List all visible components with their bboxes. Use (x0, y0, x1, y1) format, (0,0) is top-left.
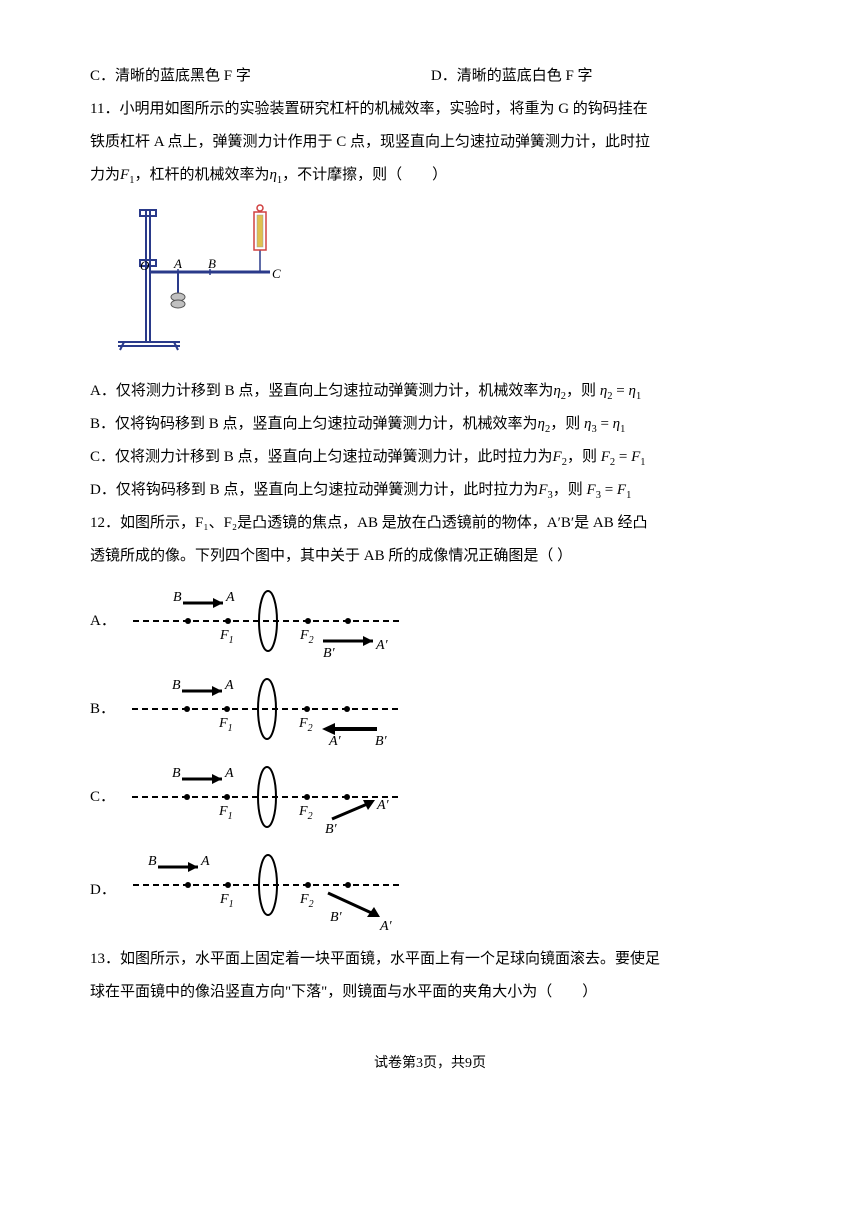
svg-text:F1: F1 (219, 628, 234, 646)
svg-text:F1: F1 (219, 892, 234, 910)
svg-text:F2: F2 (299, 892, 314, 910)
q13-line2: 球在平面镜中的像沿竖直方向"下落"，则镜面与水平面的夹角大小为（ ） (90, 976, 770, 1009)
svg-text:A′: A′ (375, 638, 389, 653)
lens-diagram-A: B A F1 F2 B′ A′ (128, 581, 408, 661)
label-C: C (272, 266, 281, 281)
q12-choice-B-label: B． (90, 693, 115, 726)
q12-choice-D-label: D． (90, 874, 116, 907)
q12-line1: 12．如图所示，F₁、F₂是凸透镜的焦点，AB 是放在凸透镜前的物体，A′B′是… (90, 507, 770, 540)
q11-option-B: B．仅将钩码移到 B 点，竖直向上匀速拉动弹簧测力计，机械效率为η2，则 η3 … (90, 408, 770, 441)
prev-options-row: C．清晰的蓝底黑色 F 字 D．清晰的蓝底白色 F 字 (90, 60, 770, 93)
q12-choice-C-label: C． (90, 781, 115, 814)
q11-line3: 力为F1，杠杆的机械效率为η1，不计摩擦，则（ ） (90, 159, 770, 192)
svg-text:F2: F2 (298, 804, 313, 822)
svg-text:B′: B′ (330, 910, 343, 925)
q11-line2: 铁质杠杆 A 点上，弹簧测力计作用于 C 点，现竖直向上匀速拉动弹簧测力计，此时… (90, 126, 770, 159)
svg-text:A: A (224, 766, 234, 781)
q12-choice-C-row: C． B A F1 F2 B′ A′ (90, 757, 770, 837)
svg-text:B′: B′ (325, 822, 338, 837)
lens-diagram-D: B A F1 F2 B′ A′ (128, 845, 408, 935)
label-O: O (140, 258, 150, 273)
svg-text:B′: B′ (375, 734, 388, 749)
svg-text:A: A (224, 678, 234, 693)
lens-diagram-C: B A F1 F2 B′ A′ (127, 757, 407, 837)
svg-text:F2: F2 (299, 628, 314, 646)
option-d: D．清晰的蓝底白色 F 字 (431, 60, 593, 93)
svg-text:B: B (148, 854, 157, 869)
q12-choice-A-label: A． (90, 605, 116, 638)
q11-line1: 11．小明用如图所示的实验装置研究杠杆的机械效率，实验时，将重为 G 的钩码挂在 (90, 93, 770, 126)
svg-text:A′: A′ (376, 798, 390, 813)
q12-line2: 透镜所成的像。下列四个图中，其中关于 AB 所的成像情况正确图是（ ） (90, 540, 770, 573)
q11-option-D: D．仅将钩码移到 B 点，竖直向上匀速拉动弹簧测力计，此时拉力为F3，则 F3 … (90, 474, 770, 507)
page-footer: 试卷第3页，共9页 (90, 1049, 770, 1080)
q12-choice-B-row: B． B A F1 F2 A′ B′ (90, 669, 770, 749)
lever-svg: O A B C (110, 202, 290, 352)
question-12: 12．如图所示，F₁、F₂是凸透镜的焦点，AB 是放在凸透镜前的物体，A′B′是… (90, 507, 770, 573)
q11-option-A: A．仅将测力计移到 B 点，竖直向上匀速拉动弹簧测力计，机械效率为η2，则 η2… (90, 375, 770, 408)
svg-text:F1: F1 (218, 716, 233, 734)
svg-text:B: B (172, 678, 181, 693)
svg-text:B: B (172, 766, 181, 781)
q12-choice-D-row: D． B A F1 F2 B′ A′ (90, 845, 770, 935)
q12-choice-A-row: A． B A F1 F2 B′ A′ (90, 581, 770, 661)
svg-text:B′: B′ (323, 646, 336, 661)
option-c: C．清晰的蓝底黑色 F 字 (90, 60, 251, 93)
lever-figure: O A B C (110, 202, 770, 365)
label-B: B (208, 256, 216, 271)
q11-option-C: C．仅将测力计移到 B 点，竖直向上匀速拉动弹簧测力计，此时拉力为F2，则 F2… (90, 441, 770, 474)
question-11: 11．小明用如图所示的实验装置研究杠杆的机械效率，实验时，将重为 G 的钩码挂在… (90, 93, 770, 192)
svg-text:F2: F2 (298, 716, 313, 734)
svg-text:B: B (173, 590, 182, 605)
label-A: A (173, 256, 182, 271)
question-13: 13．如图所示，水平面上固定着一块平面镜，水平面上有一个足球向镜面滚去。要使足 … (90, 943, 770, 1009)
q13-line1: 13．如图所示，水平面上固定着一块平面镜，水平面上有一个足球向镜面滚去。要使足 (90, 943, 770, 976)
svg-text:F1: F1 (218, 804, 233, 822)
svg-text:A′: A′ (379, 919, 393, 934)
svg-text:A: A (200, 854, 210, 869)
lens-diagram-B: B A F1 F2 A′ B′ (127, 669, 407, 749)
svg-text:A: A (225, 590, 235, 605)
svg-text:A′: A′ (328, 734, 342, 749)
